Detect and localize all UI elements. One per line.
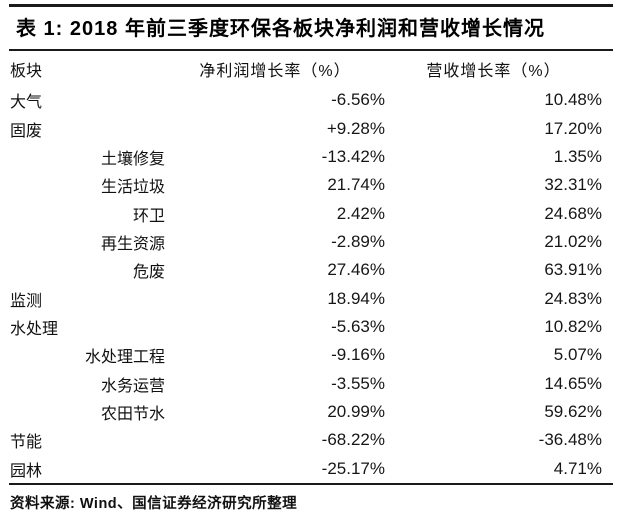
source-note: 资料来源: Wind、国信证券经济研究所整理 <box>10 496 298 512</box>
revenue-growth-value: 1.35% <box>553 146 602 166</box>
sector-label: 节能 <box>10 434 43 452</box>
net-profit-growth-value: -68.22% <box>321 430 385 450</box>
revenue-growth-value: 21.02% <box>544 231 602 251</box>
table-row: 农田节水 20.99% 59.62% <box>0 398 620 426</box>
sector-label: 监测 <box>10 292 43 310</box>
net-profit-growth-value: -13.42% <box>321 146 385 166</box>
net-profit-growth-value: -3.55% <box>331 373 385 393</box>
table-row: 土壤修复 -13.42% 1.35% <box>0 143 620 171</box>
report-table-page: 表 1: 2018 年前三季度环保各板块净利润和营收增长情况 板块 净利润增长率… <box>0 4 620 516</box>
table-row: 环卫 2.42% 24.68% <box>0 199 620 227</box>
sector-label: 固废 <box>10 122 43 140</box>
sector-label: 水处理 <box>10 321 59 339</box>
table-row: 水处理 -5.63% 10.82% <box>0 313 620 341</box>
table-row: 园林 -25.17% 4.71% <box>0 455 620 483</box>
table-title: 表 1: 2018 年前三季度环保各板块净利润和营收增长情况 <box>16 18 545 40</box>
table-row: 危废 27.46% 63.91% <box>0 256 620 284</box>
sub-sector-label: 农田节水 <box>100 406 165 424</box>
sector-label: 园林 <box>10 462 43 480</box>
top-rule <box>9 4 613 7</box>
sector-label: 大气 <box>10 94 43 112</box>
net-profit-growth-value: -5.63% <box>331 317 385 337</box>
table-row: 节能 -68.22% -36.48% <box>0 426 620 454</box>
sub-sector-label: 生活垃圾 <box>100 179 165 197</box>
net-profit-growth-value: -25.17% <box>321 458 385 478</box>
table-row: 固废 +9.28% 17.20% <box>0 114 620 142</box>
sub-sector-label: 水处理工程 <box>84 349 165 367</box>
column-header-revenue-growth: 营收增长率（%） <box>426 62 561 80</box>
net-profit-growth-value: 2.42% <box>336 203 385 223</box>
table-row: 再生资源 -2.89% 21.02% <box>0 228 620 256</box>
bottom-rule <box>9 483 613 485</box>
table-body: 大气 -6.56% 10.48% 固废 +9.28% 17.20% 土壤修复 -13.42% 1… <box>0 86 620 483</box>
sub-sector-label: 环卫 <box>132 207 165 225</box>
revenue-growth-value: 63.91% <box>544 260 602 280</box>
title-divider-rule <box>9 49 613 51</box>
revenue-growth-value: -36.48% <box>538 430 602 450</box>
revenue-growth-value: 32.31% <box>544 175 602 195</box>
table-header-row: 板块 净利润增长率（%） 营收增长率（%） <box>0 51 620 86</box>
column-header-sector: 板块 <box>10 62 43 80</box>
table-row: 水处理工程 -9.16% 5.07% <box>0 341 620 369</box>
net-profit-growth-value: -2.89% <box>331 231 385 251</box>
net-profit-growth-value: -6.56% <box>331 90 385 110</box>
revenue-growth-value: 24.83% <box>544 288 602 308</box>
sub-sector-label: 土壤修复 <box>100 150 165 168</box>
net-profit-growth-value: 18.94% <box>327 288 385 308</box>
revenue-growth-value: 17.20% <box>544 118 602 138</box>
table-row: 大气 -6.56% 10.48% <box>0 86 620 114</box>
revenue-growth-value: 24.68% <box>544 203 602 223</box>
revenue-growth-value: 5.07% <box>553 345 602 365</box>
revenue-growth-value: 4.71% <box>553 458 602 478</box>
net-profit-growth-value: 21.74% <box>327 175 385 195</box>
table-row: 水务运营 -3.55% 14.65% <box>0 370 620 398</box>
net-profit-growth-value: 27.46% <box>327 260 385 280</box>
net-profit-growth-value: -9.16% <box>331 345 385 365</box>
revenue-growth-value: 14.65% <box>544 373 602 393</box>
revenue-growth-value: 59.62% <box>544 402 602 422</box>
revenue-growth-value: 10.48% <box>544 90 602 110</box>
revenue-growth-value: 10.82% <box>544 317 602 337</box>
sub-sector-label: 水务运营 <box>100 377 165 395</box>
net-profit-growth-value: +9.28% <box>326 118 385 138</box>
table-row: 生活垃圾 21.74% 32.31% <box>0 171 620 199</box>
column-header-net-profit-growth: 净利润增长率（%） <box>199 62 351 80</box>
title-row: 表 1: 2018 年前三季度环保各板块净利润和营收增长情况 <box>0 7 620 49</box>
sub-sector-label: 危废 <box>132 264 165 282</box>
sub-sector-label: 再生资源 <box>100 235 165 253</box>
net-profit-growth-value: 20.99% <box>327 402 385 422</box>
table-row: 监测 18.94% 24.83% <box>0 285 620 313</box>
